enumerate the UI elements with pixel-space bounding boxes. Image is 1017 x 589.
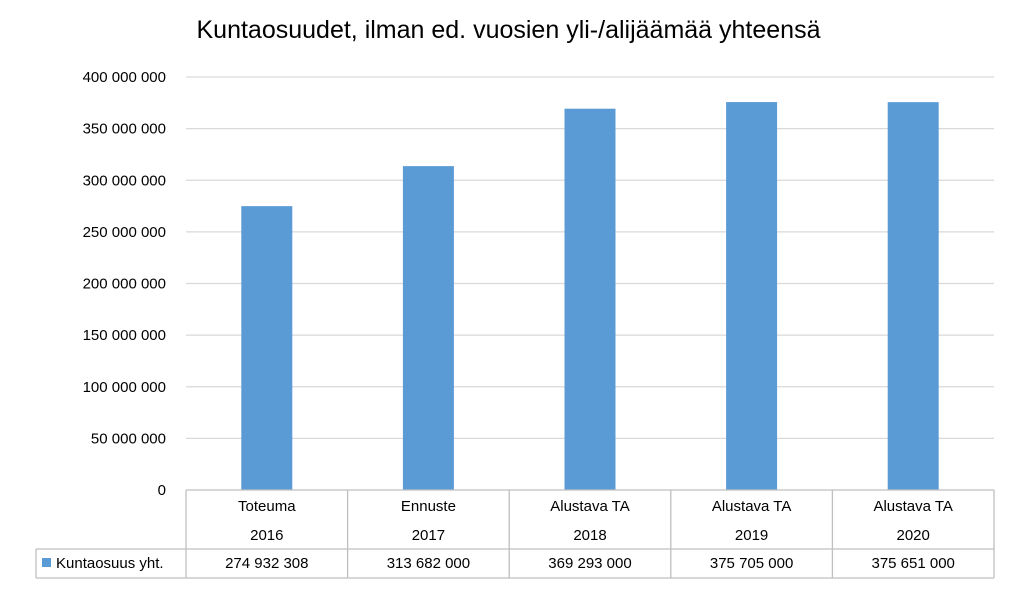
x-tick-label: 2016 (250, 527, 283, 544)
bar (564, 108, 616, 490)
bars (241, 102, 939, 490)
x-tick-label: Alustava TA (712, 498, 791, 515)
data-label: 313 682 000 (387, 555, 470, 572)
y-tick-label: 350 000 000 (83, 121, 166, 138)
data-label: 375 651 000 (871, 555, 954, 572)
y-tick-label: 300 000 000 (83, 172, 166, 189)
x-tick-label: Alustava TA (873, 498, 952, 515)
legend-key (42, 558, 51, 567)
bar (241, 206, 293, 490)
y-tick-label: 50 000 000 (91, 430, 166, 447)
data-label: 369 293 000 (548, 555, 631, 572)
bar (726, 102, 778, 490)
y-axis-tick-labels: 0 50 000 000 100 000 000 150 000 000 200 000… (83, 69, 166, 499)
bar (402, 166, 454, 490)
x-tick-label: Ennuste (401, 498, 456, 515)
x-tick-label: Alustava TA (550, 498, 629, 515)
data-label: 274 932 308 (225, 555, 308, 572)
y-tick-label: 250 000 000 (83, 224, 166, 241)
chart-title: Kuntaosuudet, ilman ed. vuosien yli-/ali… (196, 16, 821, 44)
x-tick-label: 2020 (897, 527, 930, 544)
y-tick-label: 0 (158, 482, 166, 499)
data-label: 375 705 000 (710, 555, 793, 572)
legend-label: Kuntaosuus yht. (56, 555, 164, 572)
x-tick-label: 2017 (412, 527, 445, 544)
y-tick-label: 400 000 000 (83, 69, 166, 86)
x-tick-label: 2018 (573, 527, 606, 544)
y-tick-label: 150 000 000 (83, 327, 166, 344)
x-tick-label: 2019 (735, 527, 768, 544)
data-table: Toteuma 2016 Ennuste 2017 Alustava TA 2018 Alu… (35, 489, 995, 579)
bar (887, 102, 939, 490)
y-tick-label: 200 000 000 (83, 276, 166, 293)
x-tick-label: Toteuma (238, 498, 296, 515)
y-tick-label: 100 000 000 (83, 379, 166, 396)
